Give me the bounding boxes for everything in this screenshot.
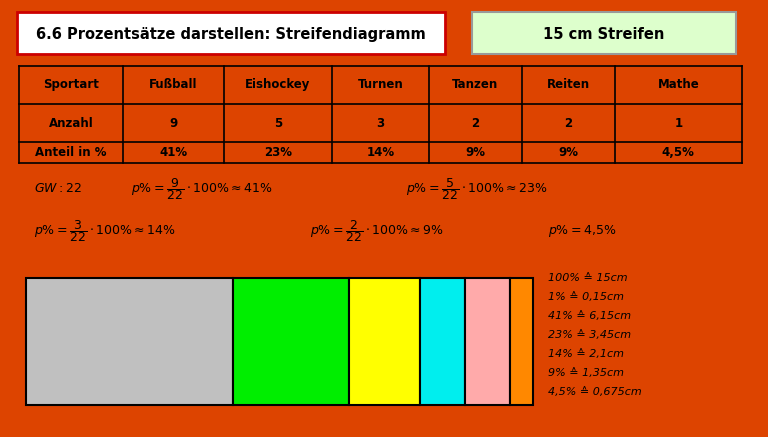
Text: 23%: 23% — [264, 146, 292, 160]
Text: 9%: 9% — [558, 146, 578, 160]
Bar — [26, 278, 233, 405]
Text: 6.6 Prozentsätze darstellen: Streifendiagramm: 6.6 Prozentsätze darstellen: Streifendia… — [36, 27, 426, 42]
Text: 9% ≙ 1,35cm: 9% ≙ 1,35cm — [548, 368, 624, 378]
Text: 41% ≙ 6,15cm: 41% ≙ 6,15cm — [548, 311, 631, 321]
Text: 14%: 14% — [366, 146, 394, 160]
Text: 4,5%: 4,5% — [662, 146, 695, 160]
Text: Sportart: Sportart — [43, 79, 99, 91]
Text: Anteil in %: Anteil in % — [35, 146, 107, 160]
Text: 4,5% ≙ 0,675cm: 4,5% ≙ 0,675cm — [548, 387, 641, 397]
Text: Reiten: Reiten — [547, 79, 590, 91]
Text: 2: 2 — [564, 117, 572, 130]
Bar — [465, 278, 510, 405]
Text: Mathe: Mathe — [657, 79, 699, 91]
FancyBboxPatch shape — [472, 12, 736, 54]
Text: $GW: 22$: $GW: 22$ — [34, 182, 81, 195]
Text: Turnen: Turnen — [357, 79, 403, 91]
Text: 3: 3 — [376, 117, 384, 130]
Text: Anzahl: Anzahl — [48, 117, 94, 130]
Text: $p\% = \dfrac{3}{22} \cdot 100\% \approx 14\%$: $p\% = \dfrac{3}{22} \cdot 100\% \approx… — [34, 218, 176, 244]
Text: 14% ≙ 2,1cm: 14% ≙ 2,1cm — [548, 349, 624, 359]
Text: 5: 5 — [273, 117, 282, 130]
Text: Tanzen: Tanzen — [452, 79, 498, 91]
Text: Fußball: Fußball — [149, 79, 198, 91]
Text: 100% ≙ 15cm: 100% ≙ 15cm — [548, 273, 627, 283]
Bar — [233, 278, 349, 405]
Text: Eishockey: Eishockey — [245, 79, 310, 91]
Text: $p\% = \dfrac{2}{22} \cdot 100\% \approx 9\%$: $p\% = \dfrac{2}{22} \cdot 100\% \approx… — [310, 218, 443, 244]
Text: 1: 1 — [674, 117, 682, 130]
Text: 9%: 9% — [465, 146, 485, 160]
Text: 2: 2 — [472, 117, 479, 130]
Text: 15 cm Streifen: 15 cm Streifen — [543, 27, 664, 42]
Bar — [510, 278, 533, 405]
Bar — [419, 278, 465, 405]
Text: 9: 9 — [170, 117, 177, 130]
Text: 1% ≙ 0,15cm: 1% ≙ 0,15cm — [548, 292, 624, 302]
Text: $p\% = 4{,}5\%$: $p\% = 4{,}5\%$ — [548, 223, 616, 239]
Text: 41%: 41% — [160, 146, 187, 160]
Text: $p\% = \dfrac{9}{22} \cdot 100\% \approx 41\%$: $p\% = \dfrac{9}{22} \cdot 100\% \approx… — [131, 176, 273, 202]
Bar — [349, 278, 419, 405]
Text: $p\% = \dfrac{5}{22} \cdot 100\% \approx 23\%$: $p\% = \dfrac{5}{22} \cdot 100\% \approx… — [406, 176, 548, 202]
FancyBboxPatch shape — [18, 12, 445, 54]
Text: 23% ≙ 3,45cm: 23% ≙ 3,45cm — [548, 330, 631, 340]
